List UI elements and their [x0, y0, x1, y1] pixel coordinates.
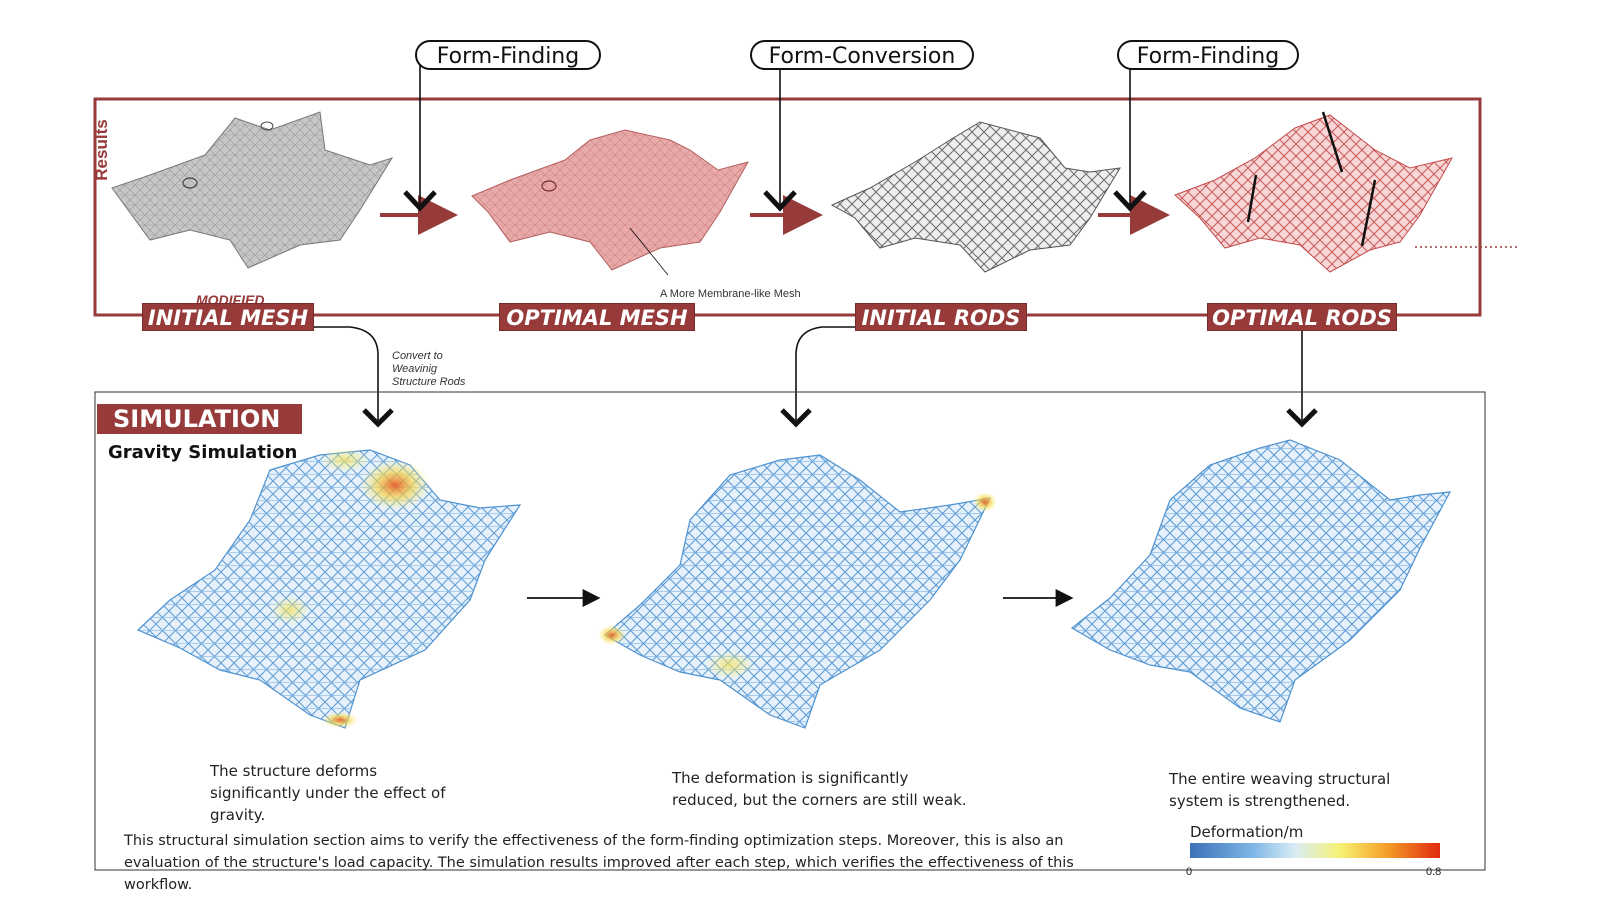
legend-title: Deformation/m: [1190, 823, 1304, 841]
caption-result-1: The structure deforms significantly unde…: [210, 762, 446, 824]
sim-result-3: [1070, 439, 1452, 723]
caption-result-3: The entire weaving structural system is …: [1169, 770, 1391, 810]
results-title: Results: [92, 119, 111, 181]
legend-max: 0.8: [1426, 866, 1442, 878]
rods-to-sim-connector: [780, 326, 855, 428]
stage-label-initial-rods: INITIAL RODS: [855, 303, 1027, 331]
initial-mesh-image: [111, 111, 394, 269]
process-connector-1: [403, 56, 437, 212]
membrane-note: A More Membrane-like Mesh: [660, 288, 801, 300]
process-connector-2: [763, 56, 797, 212]
stage-label-initial-mesh: INITIAL MESH: [142, 303, 314, 331]
process-step-form-finding-2: Form-Finding: [1117, 40, 1299, 70]
optimal-rods-image: [1174, 111, 1453, 273]
caption-result-2: The deformation is significantly reduced…: [672, 769, 967, 809]
mesh-to-sim-connector: [312, 326, 394, 428]
legend-min: 0: [1186, 866, 1193, 878]
simulation-frame: [94, 391, 1486, 871]
stage-label-optimal-mesh: OPTIMAL MESH: [499, 303, 695, 331]
sim-result-2: [598, 454, 997, 729]
simulation-subtitle: Gravity Simulation: [108, 442, 298, 463]
legend-colorbar: [1190, 843, 1440, 858]
simulation-description: This structural simulation section aims …: [124, 833, 1074, 893]
process-connector-3: [1113, 57, 1147, 212]
sim-result-1: [136, 448, 522, 729]
stage-label-optimal-rods: OPTIMAL RODS: [1207, 303, 1397, 331]
initial-rods-image: [830, 121, 1121, 273]
process-step-form-finding-1: Form-Finding: [415, 40, 601, 70]
results-frame: [93, 97, 1482, 317]
process-step-form-conversion: Form-Conversion: [750, 40, 974, 70]
optimal-to-sim-connector: [1286, 330, 1318, 428]
optimal-mesh-image: [471, 129, 750, 276]
simulation-title: SIMULATION: [97, 404, 302, 434]
convert-note: Convert to Weavinig Structure Rods: [392, 350, 466, 388]
